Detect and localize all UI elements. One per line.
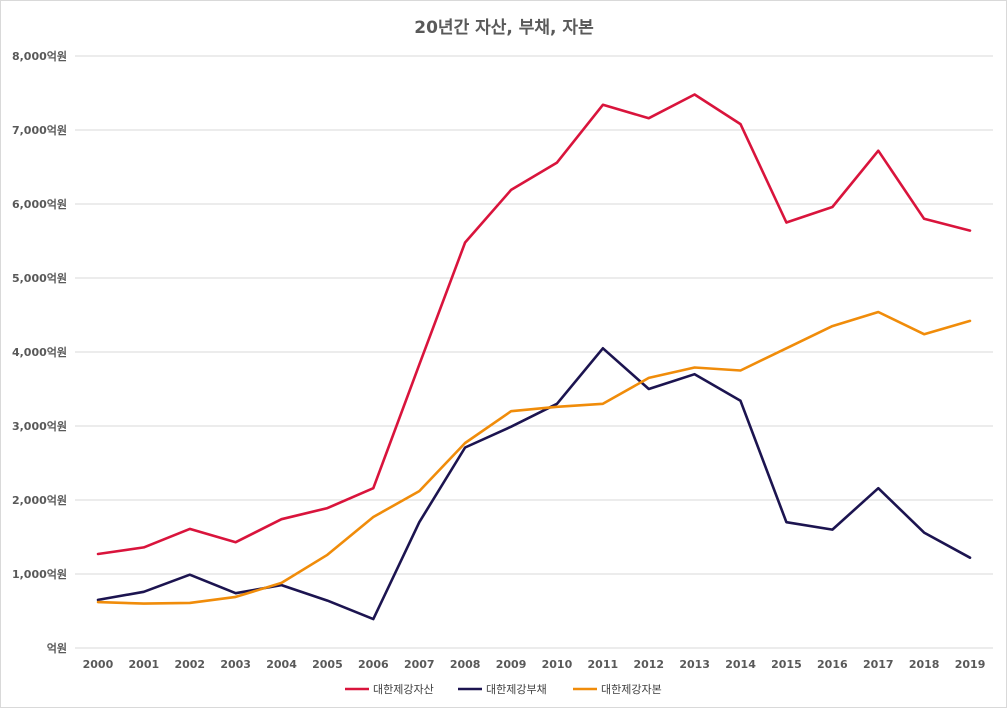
y-axis-tick-labels: 억원 1,000억원 2,000억원 3,000억원 4,000억원 5,000억원 6,0… [12,49,67,655]
x-tick-label: 2011 [588,658,619,671]
x-tick-label: 2010 [542,658,573,671]
x-tick-label: 2001 [129,658,160,671]
series-line-3 [96,310,972,605]
x-tick-label: 2013 [679,658,710,671]
x-tick-label: 2002 [174,658,205,671]
legend-item: 대한제강자산 [345,683,434,696]
x-tick-label: 2014 [725,658,756,671]
y-tick-label: 3,000억원 [12,419,67,433]
series-lines [96,93,972,621]
x-tick-label: 2019 [955,658,986,671]
y-tick-label: 8,000억원 [12,49,67,63]
x-tick-label: 2018 [909,658,940,671]
y-tick-label: 1,000억원 [12,567,67,581]
x-tick-label: 2006 [358,658,389,671]
y-tick-label: 2,000억원 [12,493,67,507]
legend-label: 대한제강부채 [486,683,547,696]
x-tick-label: 2012 [633,658,664,671]
legend-label: 대한제강자본 [601,683,662,696]
x-tick-label: 2009 [496,658,527,671]
x-axis-tick-labels: 2000 2001 2002 2003 2004 2005 2006 2007 2008 2009… [83,658,986,671]
x-tick-label: 2004 [266,658,297,671]
legend-item: 대한제강자본 [573,683,662,696]
x-tick-label: 2003 [220,658,251,671]
series-line-2 [96,346,972,621]
series-line-1 [96,93,972,556]
x-tick-label: 2000 [83,658,114,671]
y-tick-label: 5,000억원 [12,271,67,285]
legend: 대한제강자산 대한제강부채 대한제강자본 [345,683,662,696]
x-tick-label: 2008 [450,658,481,671]
legend-label: 대한제강자산 [373,683,434,696]
x-tick-label: 2005 [312,658,343,671]
chart-title: 20년간 자산, 부채, 자본 [414,18,594,38]
legend-item: 대한제강부채 [458,683,547,696]
y-tick-label: 억원 [47,641,67,655]
x-tick-label: 2015 [771,658,802,671]
gridlines [75,55,993,649]
y-tick-label: 4,000억원 [12,345,67,359]
x-tick-label: 2007 [404,658,435,671]
y-tick-label: 6,000억원 [12,197,67,211]
x-tick-label: 2016 [817,658,848,671]
x-tick-label: 2017 [863,658,894,671]
y-tick-label: 7,000억원 [12,123,67,137]
